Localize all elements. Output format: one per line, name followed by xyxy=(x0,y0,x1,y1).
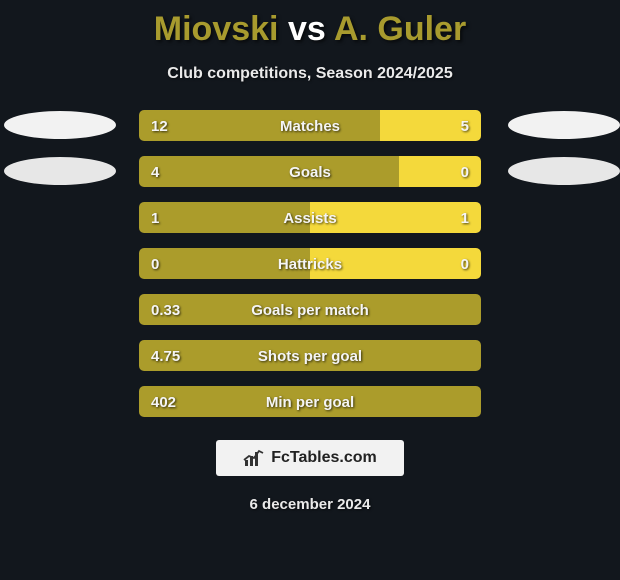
stats-container: 125Matches 40Goals 11Assists 00Hattricks 0.3… xyxy=(0,109,620,418)
stat-bar: 125Matches xyxy=(138,109,482,142)
stat-row: 11Assists xyxy=(0,201,620,234)
stat-label: Matches xyxy=(139,110,481,142)
brand-badge: FcTables.com xyxy=(216,440,404,476)
player-logo-right xyxy=(508,157,620,185)
stat-row: 40Goals xyxy=(0,155,620,188)
stat-row: 4.75Shots per goal xyxy=(0,339,620,372)
stat-label: Goals per match xyxy=(139,294,481,326)
stat-label: Assists xyxy=(139,202,481,234)
title-player-left: Miovski xyxy=(154,10,279,48)
title-player-right: A. Guler xyxy=(334,10,466,48)
stat-label: Hattricks xyxy=(139,248,481,280)
chart-icon xyxy=(243,448,265,468)
brand-text: FcTables.com xyxy=(271,449,377,467)
page-title: Miovski vs A. Guler xyxy=(0,0,620,49)
player-logo-left xyxy=(4,111,116,139)
stat-bar: 402Min per goal xyxy=(138,385,482,418)
footer-date: 6 december 2024 xyxy=(0,496,620,513)
player-logo-left xyxy=(4,157,116,185)
stat-bar: 0.33Goals per match xyxy=(138,293,482,326)
stat-row: 0.33Goals per match xyxy=(0,293,620,326)
stat-bar: 40Goals xyxy=(138,155,482,188)
player-logo-right xyxy=(508,111,620,139)
stat-row: 402Min per goal xyxy=(0,385,620,418)
subtitle: Club competitions, Season 2024/2025 xyxy=(0,65,620,83)
stat-row: 00Hattricks xyxy=(0,247,620,280)
stat-bar: 00Hattricks xyxy=(138,247,482,280)
stat-bar: 11Assists xyxy=(138,201,482,234)
stat-label: Goals xyxy=(139,156,481,188)
title-vs: vs xyxy=(279,10,334,48)
stat-label: Min per goal xyxy=(139,386,481,418)
stat-bar: 4.75Shots per goal xyxy=(138,339,482,372)
stat-row: 125Matches xyxy=(0,109,620,142)
stat-label: Shots per goal xyxy=(139,340,481,372)
